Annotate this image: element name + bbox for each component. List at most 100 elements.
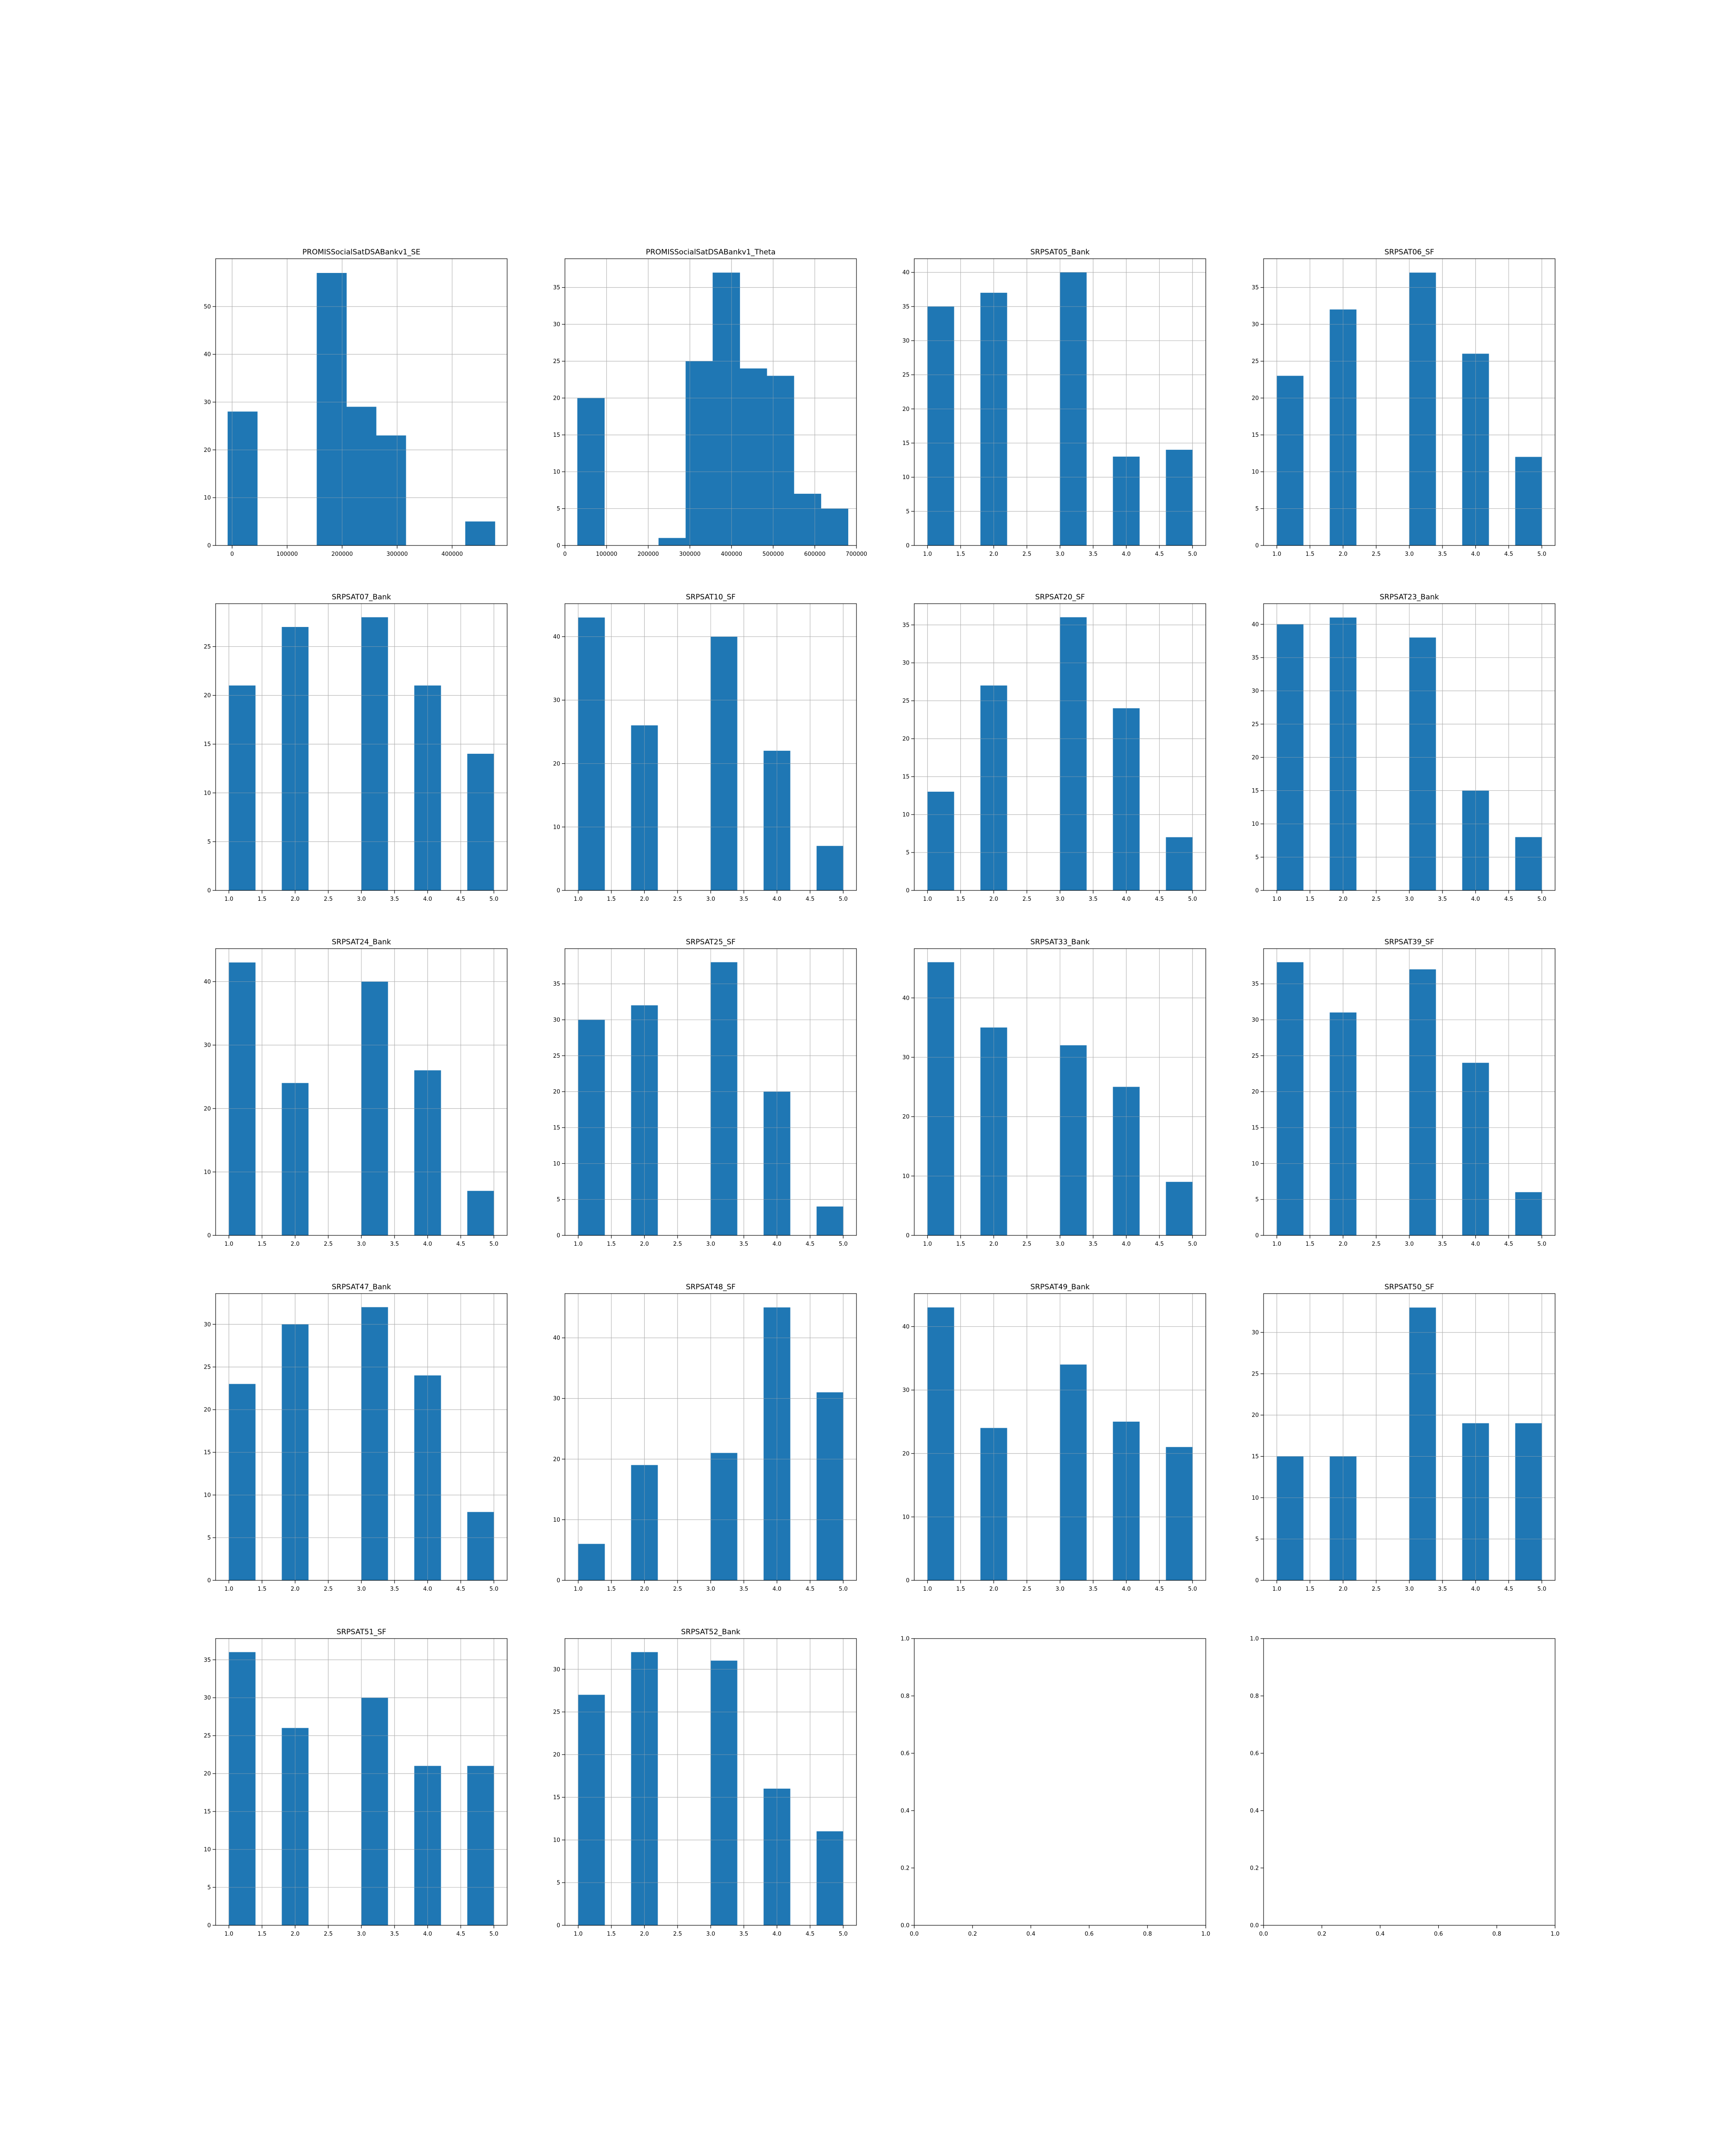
x-tick-label: 0.8 <box>1492 1931 1501 1937</box>
x-tick-label: 5.0 <box>489 1931 499 1937</box>
x-tick-label: 3.5 <box>739 1241 748 1247</box>
histogram-bar <box>816 1831 844 1926</box>
subplot-title: SRPSAT20_SF <box>1035 593 1085 602</box>
x-tick-label: 2.5 <box>673 896 682 903</box>
y-tick-label: 0 <box>1255 1578 1259 1584</box>
x-tick-label: 4.5 <box>1155 551 1164 558</box>
y-tick-label: 0.2 <box>1250 1865 1259 1872</box>
histogram-bar <box>361 1307 388 1581</box>
x-tick-label: 4.5 <box>456 1931 465 1937</box>
histogram-bar <box>767 376 794 546</box>
x-tick-label: 2.0 <box>291 896 300 903</box>
y-tick-label: 10 <box>902 1514 910 1520</box>
y-tick-label: 5 <box>207 1885 211 1891</box>
y-tick-label: 0 <box>557 543 560 549</box>
x-tick-label: 3.5 <box>390 896 399 903</box>
x-tick-label: 2.5 <box>673 1931 682 1937</box>
y-tick-label: 20 <box>553 1456 560 1463</box>
y-tick-label: 0.8 <box>900 1693 910 1700</box>
x-tick-label: 2.0 <box>989 1586 998 1592</box>
subplot-title: SRPSAT10_SF <box>686 593 735 602</box>
histogram-bar <box>1409 273 1436 546</box>
x-tick-label: 0.4 <box>1376 1931 1385 1937</box>
x-tick-label: 5.0 <box>489 896 499 903</box>
subplot-title: SRPSAT51_SF <box>336 1628 386 1636</box>
y-tick-label: 5 <box>906 508 910 515</box>
x-tick-label: 1.5 <box>257 1241 267 1247</box>
y-tick-label: 10 <box>553 824 560 830</box>
histogram-bar <box>578 1695 605 1926</box>
x-tick-label: 5.0 <box>1537 896 1546 903</box>
x-tick-label: 3.0 <box>1405 551 1414 558</box>
x-tick-label: 3.5 <box>1088 1241 1098 1247</box>
x-tick-label: 2.0 <box>291 1931 300 1937</box>
x-tick-label: 4.5 <box>806 896 815 903</box>
y-tick-label: 1.0 <box>900 1636 910 1642</box>
subplot-title: SRPSAT24_Bank <box>332 938 391 946</box>
x-tick-label: 2.5 <box>1022 1586 1032 1592</box>
y-tick-label: 25 <box>1251 721 1259 728</box>
x-tick-label: 2.0 <box>989 551 998 558</box>
x-tick-label: 5.0 <box>1188 1586 1197 1592</box>
y-tick-label: 25 <box>553 1053 560 1059</box>
histogram-bar <box>578 617 605 891</box>
x-tick-label: 3.0 <box>357 1586 366 1592</box>
histogram-bar <box>229 962 256 1236</box>
y-tick-label: 15 <box>902 440 910 447</box>
x-tick-label: 1.0 <box>1272 896 1281 903</box>
x-tick-label: 3.0 <box>1405 1241 1414 1247</box>
y-tick-label: 0 <box>207 1923 211 1929</box>
y-tick-label: 25 <box>204 1733 211 1739</box>
y-tick-label: 0.4 <box>1250 1808 1259 1814</box>
y-tick-label: 0.6 <box>900 1751 910 1757</box>
y-tick-label: 20 <box>204 447 211 454</box>
y-tick-label: 20 <box>902 1451 910 1457</box>
x-tick-label: 3.0 <box>706 1241 715 1247</box>
subplot-title: PROMISSocialSatDSABankv1_SE <box>302 248 420 257</box>
x-tick-label: 1.0 <box>1201 1931 1211 1937</box>
x-tick-label: 0 <box>230 551 234 558</box>
x-tick-label: 2.5 <box>673 1586 682 1592</box>
x-tick-label: 3.0 <box>1056 1241 1065 1247</box>
y-tick-label: 0.2 <box>900 1865 910 1872</box>
y-tick-label: 5 <box>557 1880 560 1887</box>
y-tick-label: 0 <box>1255 1233 1259 1239</box>
y-tick-label: 15 <box>204 1809 211 1815</box>
axes-frame <box>565 258 857 546</box>
x-tick-label: 2.5 <box>324 1241 333 1247</box>
y-tick-label: 40 <box>902 270 910 276</box>
y-tick-label: 10 <box>902 1173 910 1180</box>
y-tick-label: 10 <box>204 1492 211 1499</box>
y-tick-label: 30 <box>902 660 910 667</box>
x-tick-label: 5.0 <box>1537 551 1546 558</box>
histogram-bar <box>927 306 954 546</box>
y-tick-label: 20 <box>553 761 560 767</box>
x-tick-label: 2.5 <box>1372 1241 1381 1247</box>
x-tick-label: 3.0 <box>1405 896 1414 903</box>
y-tick-label: 0 <box>1255 543 1259 549</box>
y-tick-label: 10 <box>553 1837 560 1844</box>
histogram-bar <box>467 1766 494 1926</box>
subplot-srpsat23-bank: 1.0 1.5 2.0 2.5 3.0 3.5 4.0 4.5 5.0 0 5 10 15 20 25 30 3… <box>1251 593 1556 903</box>
y-tick-label: 30 <box>204 1695 211 1702</box>
x-tick-label: 100000 <box>276 551 298 558</box>
subplot-title: SRPSAT05_Bank <box>1030 248 1090 257</box>
subplot-title: SRPSAT06_SF <box>1384 248 1434 257</box>
y-tick-label: 0 <box>1255 888 1259 894</box>
x-tick-label: 2.0 <box>989 1241 998 1247</box>
y-tick-label: 5 <box>1255 1197 1259 1203</box>
x-tick-label: 1.5 <box>607 896 616 903</box>
x-tick-label: 2.5 <box>1022 1241 1032 1247</box>
histogram-bar <box>467 1191 494 1236</box>
x-tick-label: 2.5 <box>1372 1586 1381 1592</box>
histogram-bar <box>229 685 256 891</box>
x-tick-label: 4.0 <box>1471 1586 1480 1592</box>
x-tick-label: 1.0 <box>224 896 233 903</box>
y-tick-label: 5 <box>1255 854 1259 861</box>
x-tick-label: 4.0 <box>1122 1586 1131 1592</box>
y-tick-label: 0 <box>906 1233 910 1239</box>
x-tick-label: 2.5 <box>324 896 333 903</box>
x-tick-label: 3.5 <box>390 1586 399 1592</box>
y-tick-label: 25 <box>1251 1371 1259 1377</box>
y-tick-label: 15 <box>1251 1125 1259 1131</box>
